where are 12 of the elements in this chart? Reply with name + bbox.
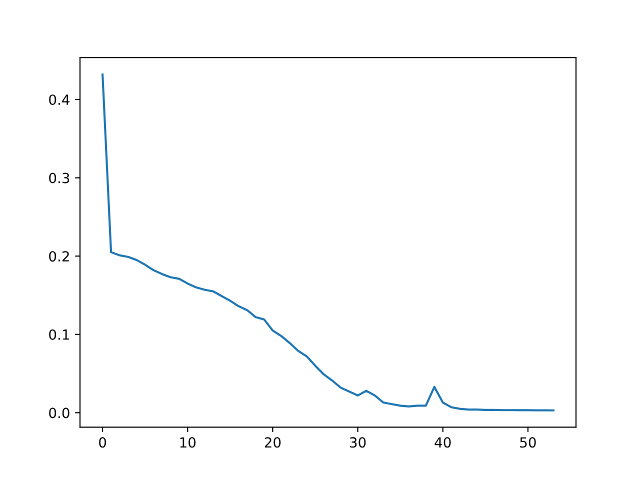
y-tick-label: 0.2 (49, 251, 69, 262)
y-tick-label: 0.3 (49, 172, 70, 184)
x-tick-label: 30 (350, 437, 366, 448)
y-tick-label: 0.4 (49, 94, 70, 105)
x-tick-label: 50 (520, 437, 536, 448)
line-series (102, 73, 554, 412)
x-tick-label: 20 (264, 437, 281, 448)
x-tick-label: 0 (99, 437, 106, 448)
y-tick-label: 0.0 (49, 408, 70, 418)
y-tick-label: 0.1 (49, 329, 69, 340)
x-tick-label: 40 (434, 437, 451, 448)
x-tick-label: 10 (180, 437, 196, 448)
